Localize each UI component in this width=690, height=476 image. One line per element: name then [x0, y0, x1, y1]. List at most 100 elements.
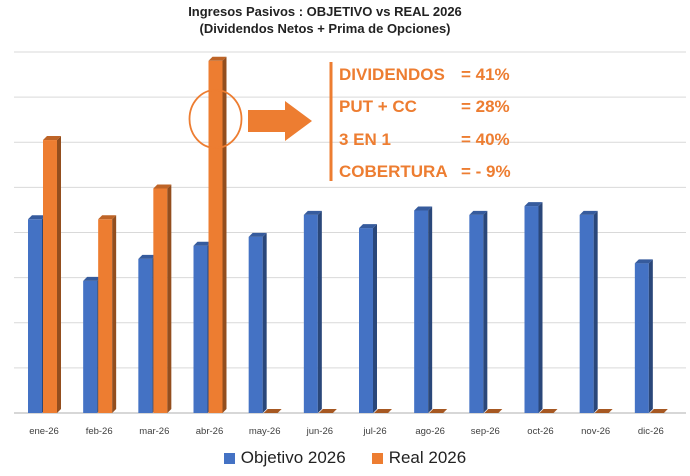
x-tick-label: mar-26: [139, 426, 169, 437]
x-tick-label: feb-26: [86, 426, 113, 437]
annotation-put-cc: PUT + CC = 28%: [339, 97, 510, 117]
x-tick-label: nov-26: [581, 426, 610, 437]
bar-objetivo-ene-26-face: [28, 219, 42, 413]
bar-objetivo-dic-26: [634, 259, 653, 413]
bar-real-sep-26: [484, 409, 503, 413]
bar-real-ene-26-face: [43, 140, 57, 414]
highlight-circle: [188, 89, 243, 149]
bar-real-ene-26-top: [43, 136, 61, 141]
annotation-value: = - 9%: [461, 162, 511, 181]
x-tick-label: oct-26: [527, 426, 553, 437]
bar-real-ago-26-top: [429, 409, 448, 413]
x-tick-label: may-26: [249, 426, 281, 437]
bar-objetivo-abr-26-face: [193, 245, 208, 413]
annotation-label: COBERTURA: [339, 162, 448, 181]
bar-real-mar-26-face: [153, 188, 168, 413]
bar-objetivo-jul-26: [359, 224, 377, 413]
bar-real-dic-26-top: [649, 409, 668, 413]
annotation-3en1: 3 EN 1 = 40%: [339, 130, 510, 150]
x-tick-label: ago-26: [415, 426, 445, 437]
bar-real-jul-26-top: [374, 409, 392, 413]
bar-real-feb-26-top: [98, 215, 117, 220]
bar-objetivo-ago-26-top: [414, 206, 433, 211]
arrow-icon: [248, 101, 312, 141]
bars: [28, 56, 668, 414]
bar-objetivo-dic-26-face: [634, 263, 649, 413]
bar-real-jun-26: [318, 409, 337, 413]
bar-objetivo-sep-26-top: [469, 210, 488, 215]
bar-objetivo-mar-26-face: [138, 258, 153, 413]
bar-objetivo-jun-26-side: [317, 210, 322, 413]
bar-objetivo-oct-26: [524, 202, 543, 413]
bar-real-nov-26-top: [594, 409, 613, 413]
bar-objetivo-may-26-side: [262, 232, 267, 413]
x-tick-label: dic-26: [638, 426, 664, 437]
annotations: [188, 62, 333, 181]
bar-objetivo-mar-26-top: [138, 254, 157, 259]
legend-item-objetivo: Objetivo 2026: [223, 448, 346, 468]
legend: Objetivo 2026 Real 2026: [0, 448, 690, 468]
bar-objetivo-nov-26-face: [579, 214, 594, 413]
bar-objetivo-may-26-top: [248, 232, 267, 237]
bar-real-ago-26: [429, 409, 448, 413]
bar-objetivo-nov-26-side: [593, 210, 598, 413]
bar-objetivo-ago-26-side: [428, 206, 433, 413]
bar-real-may-26: [263, 409, 282, 413]
x-tick-label: ene-26: [29, 426, 59, 437]
bar-objetivo-may-26: [248, 232, 267, 413]
bar-real-jun-26-top: [318, 409, 337, 413]
legend-label-real: Real 2026: [388, 448, 467, 467]
bar-real-nov-26: [594, 409, 613, 413]
bar-objetivo-ago-26-face: [414, 210, 429, 413]
bar-objetivo-nov-26: [579, 210, 598, 413]
gridlines: [14, 51, 686, 414]
annotation-value: = 41%: [461, 65, 510, 84]
annotation-value: = 28%: [461, 97, 510, 116]
bar-objetivo-abr-26-top: [193, 241, 212, 246]
bar-objetivo-sep-26: [469, 210, 488, 413]
bar-real-mar-26-top: [153, 184, 172, 189]
bar-real-abr-26-side: [222, 56, 227, 414]
bar-objetivo-nov-26-top: [579, 210, 598, 215]
bar-objetivo-sep-26-side: [483, 210, 488, 413]
annotation-cobertura: COBERTURA = - 9%: [339, 162, 511, 182]
bar-objetivo-jul-26-face: [359, 228, 373, 413]
bar-real-feb-26: [98, 215, 117, 413]
bar-real-feb-26-face: [98, 219, 113, 413]
bar-real-mar-26: [153, 184, 172, 413]
bar-real-ene-26: [43, 136, 61, 414]
bar-real-abr-26-top: [208, 56, 227, 61]
bar-real-abr-26-face: [208, 60, 223, 414]
annotation-label: PUT + CC: [339, 97, 417, 116]
legend-swatch-real: [371, 452, 383, 464]
bar-objetivo-oct-26-side: [538, 202, 543, 413]
x-tick-label: jun-26: [306, 426, 333, 437]
bar-real-oct-26: [539, 409, 558, 413]
bar-objetivo-ene-26-top: [28, 215, 46, 220]
bar-objetivo-sep-26-face: [469, 214, 484, 413]
bar-real-oct-26-top: [539, 409, 558, 413]
x-tick-label: sep-26: [471, 426, 500, 437]
legend-swatch-objetivo: [223, 452, 235, 464]
bar-real-ene-26-side: [57, 136, 61, 414]
annotation-label: 3 EN 1: [339, 130, 391, 149]
bar-objetivo-jul-26-top: [359, 224, 377, 229]
bar-objetivo-jun-26-face: [303, 214, 318, 413]
bar-objetivo-ago-26: [414, 206, 433, 413]
chart-title: Ingresos Pasivos : OBJETIVO vs REAL 2026: [188, 4, 462, 19]
bar-real-dic-26: [649, 409, 668, 413]
annotation-value: = 40%: [461, 130, 510, 149]
legend-item-real: Real 2026: [371, 448, 467, 468]
bar-objetivo-jun-26-top: [303, 210, 322, 215]
bar-real-sep-26-top: [484, 409, 503, 413]
bar-real-jul-26: [374, 409, 392, 413]
bar-objetivo-jun-26: [303, 210, 322, 413]
bar-objetivo-oct-26-top: [524, 202, 543, 207]
bar-real-feb-26-side: [112, 215, 117, 413]
annotation-label: DIVIDENDOS: [339, 65, 445, 84]
bar-objetivo-feb-26-top: [83, 276, 102, 281]
bar-objetivo-feb-26-face: [83, 280, 98, 413]
chart-subtitle: (Dividendos Netos + Prima de Opciones): [199, 21, 451, 36]
bar-objetivo-jul-26-side: [373, 224, 377, 413]
